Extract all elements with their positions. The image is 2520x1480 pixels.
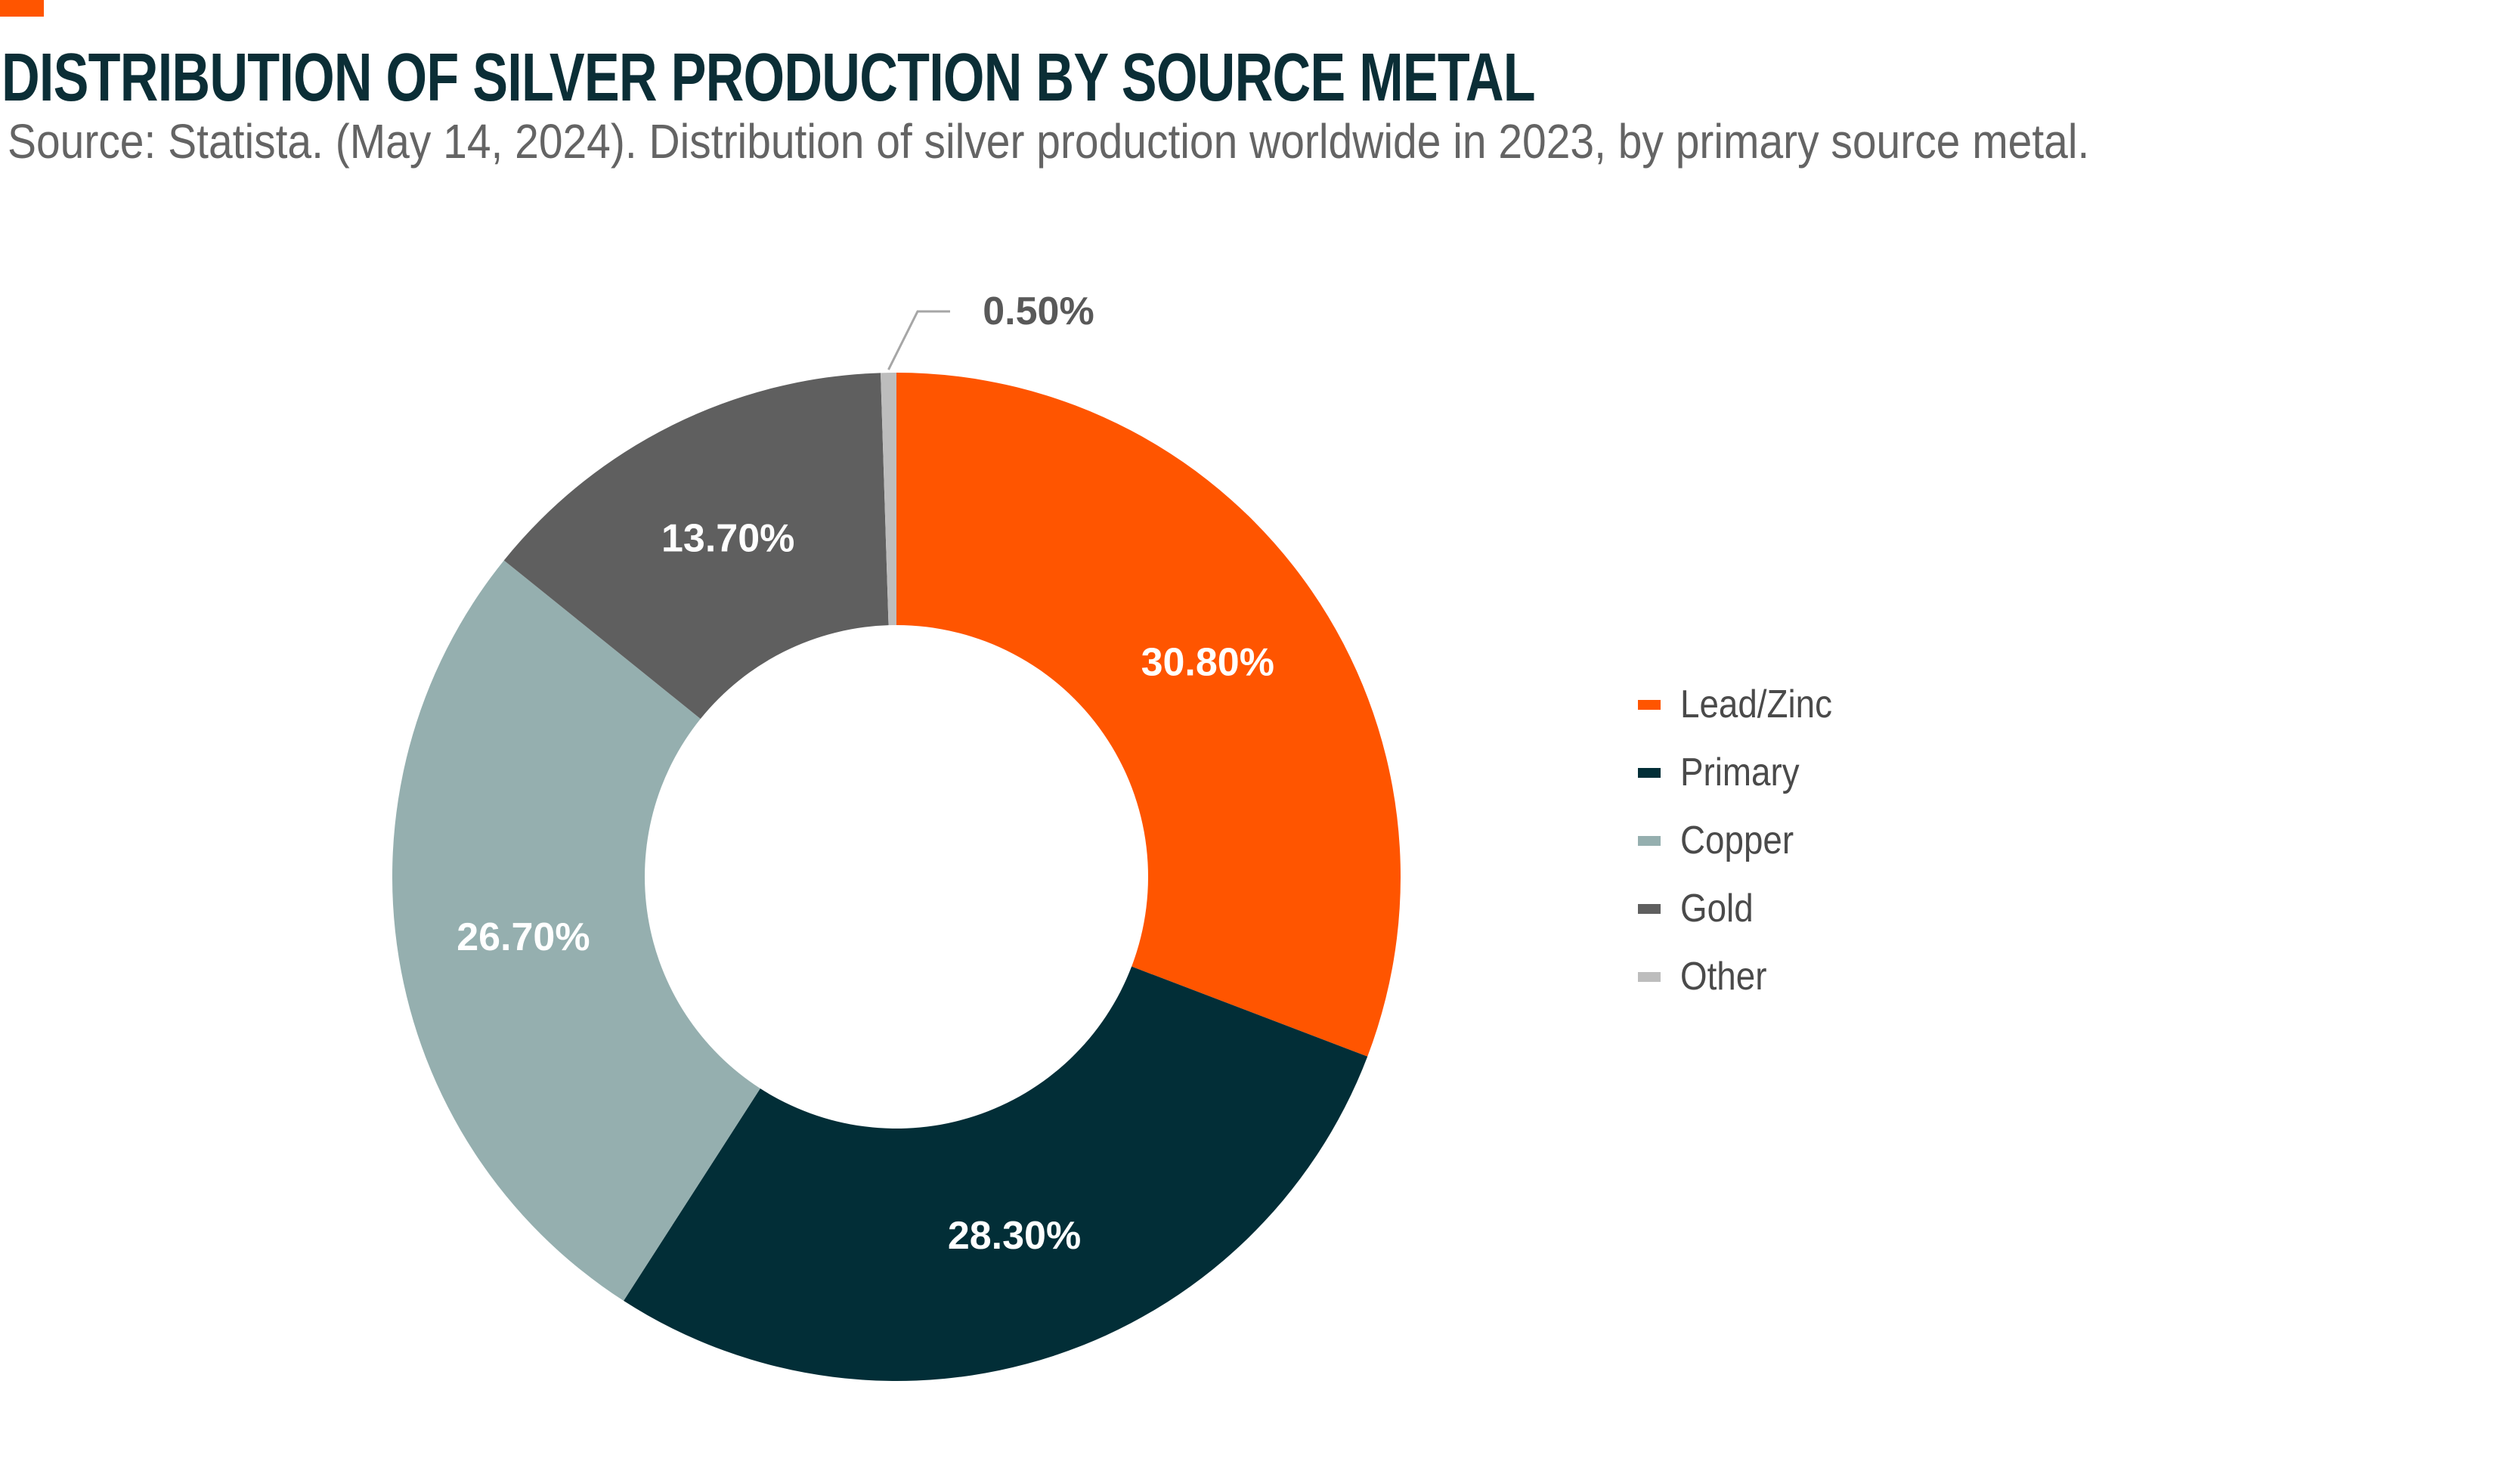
data-label: 0.50% [983,289,1094,333]
donut-slice-gold [503,373,889,719]
data-label: 26.70% [457,915,590,959]
donut-slice-copper [392,560,760,1301]
legend-swatch [1638,971,1661,982]
legend-label: Primary [1680,751,1800,794]
legend-item: Copper [1638,818,1810,863]
legend-swatch [1638,699,1661,710]
legend-label: Other [1680,955,1767,999]
leader-line [887,310,950,370]
data-label: 28.30% [948,1214,1081,1258]
legend-item: Primary [1638,750,1816,795]
chart-title: DISTRIBUTION OF SILVER PRODUCTION BY SOU… [2,40,1536,116]
data-label: 13.70% [661,516,794,560]
legend-label: Lead/Zinc [1680,683,1832,726]
legend-item: Gold [1638,886,1763,931]
legend-label: Gold [1680,887,1754,930]
legend-swatch [1638,903,1661,914]
accent-bar [0,0,44,17]
legend-label: Copper [1680,819,1794,862]
donut-slice-lead-zinc [896,373,1401,1057]
chart-subtitle: Source: Statista. (May 14, 2024). Distri… [8,114,2090,169]
legend-swatch [1638,835,1661,846]
legend-item: Other [1638,954,1779,999]
donut-slice-other [881,373,896,626]
data-label: 30.80% [1141,640,1274,684]
legend-item: Lead/Zinc [1638,682,1853,727]
legend-swatch [1638,767,1661,778]
donut-slice-primary [624,966,1368,1382]
